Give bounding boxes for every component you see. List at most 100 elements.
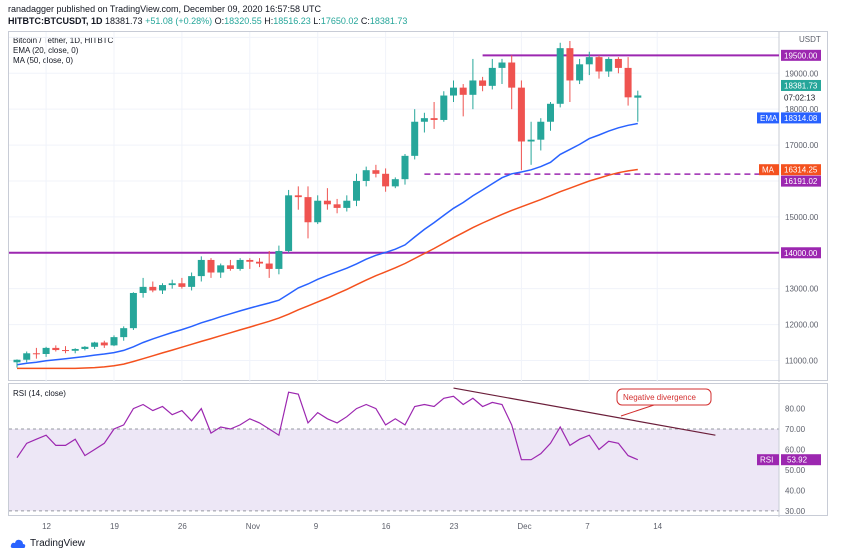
ma50-line <box>17 168 638 370</box>
date-tick-label: 9 <box>314 522 319 531</box>
tag-last-price-bg <box>781 79 821 91</box>
rsi-tick-label: 40.00 <box>785 486 806 495</box>
tradingview-brand: TradingView <box>30 538 86 549</box>
candle-body <box>52 347 60 351</box>
candle-body <box>469 80 477 95</box>
candle-body <box>595 57 603 72</box>
candle-body <box>13 359 21 363</box>
price-tick-label: 11000.00 <box>785 356 818 365</box>
tag-rsi-value: 53.92 <box>787 456 808 465</box>
divergence-callout-pointer <box>620 404 655 417</box>
candle-body <box>430 118 438 120</box>
open-value: 18320.55 <box>224 16 262 26</box>
candle-body <box>527 139 535 142</box>
candle-body <box>488 67 496 86</box>
rsi-pane[interactable]: RSI (14, close) 30.00 40.00 50.00 60.00 70.0… <box>8 383 828 531</box>
legend-rsi[interactable]: RSI (14, close) <box>13 389 66 398</box>
candle-body <box>537 121 545 140</box>
tag-ema-label: EMA <box>760 114 778 123</box>
candle-body <box>197 259 205 277</box>
candle-body <box>81 346 89 349</box>
divergence-callout-text: Negative divergence <box>623 393 696 402</box>
candle-body <box>450 87 457 96</box>
candle-body <box>256 261 263 264</box>
candle-body <box>459 87 467 95</box>
date-tick-label: 16 <box>382 522 391 531</box>
candle-body <box>624 67 632 98</box>
candle-body <box>294 195 302 198</box>
tag-16191: 16191.02 <box>784 177 818 186</box>
price-tick-label: 17000.00 <box>785 141 819 150</box>
candle-body <box>333 204 341 208</box>
tag-rsi-label-bg <box>757 454 779 466</box>
candle-body <box>605 58 613 72</box>
candle-body <box>159 285 166 291</box>
candle-body <box>246 259 254 262</box>
tag-ema-value: 18314.08 <box>784 114 818 123</box>
tag-14000-bg <box>781 247 821 259</box>
price-pane[interactable]: Bitcoin / Tether, 1D, HITBTC EMA (20, cl… <box>8 31 829 382</box>
candle-body <box>372 170 380 174</box>
candle-body <box>382 173 390 187</box>
date-tick-label: Dec <box>517 522 531 531</box>
candle-body <box>323 200 331 205</box>
date-tick-label: 23 <box>450 522 459 531</box>
candle-body <box>314 200 322 223</box>
high-label: H: <box>264 16 274 26</box>
date-tick-label: 14 <box>653 522 662 531</box>
tag-14000: 14000.00 <box>784 249 818 258</box>
tag-ma-value: 16314.25 <box>784 166 818 175</box>
candle-body <box>265 263 273 269</box>
rsi-chart[interactable]: 30.00 40.00 50.00 60.00 70.00 80.00 Negative d… <box>9 384 829 534</box>
candle-body <box>353 180 360 201</box>
rsi-tick-label: 80.00 <box>785 405 806 414</box>
close-value: 18381.73 <box>369 16 408 26</box>
candle-body <box>614 58 622 68</box>
candle-body <box>226 265 234 269</box>
open-label: O: <box>214 16 225 26</box>
candle-body <box>120 328 128 338</box>
rsi-tick-label: 50.00 <box>785 466 806 475</box>
last-price: 18381.73 <box>105 16 143 26</box>
legend-title: Bitcoin / Tether, 1D, HITBTC <box>13 36 114 45</box>
tag-rsi-value-bg <box>781 454 821 466</box>
rsi-band <box>9 429 779 511</box>
candle-body <box>411 121 419 156</box>
low-value: 17650.02 <box>320 16 359 26</box>
candle-body <box>139 286 147 293</box>
tag-ema-label-bg <box>757 112 779 124</box>
tag-last-price: 18381.73 <box>784 81 818 90</box>
candle-body <box>129 292 137 329</box>
cloud-icon <box>10 539 26 548</box>
tag-ma-value-bg <box>781 164 821 176</box>
price-tick-label: 15000.00 <box>785 213 819 222</box>
low-label: L: <box>313 16 321 26</box>
price-chart[interactable]: USDT 11000.00 12000.00 13000.00 14000.00 1500… <box>9 32 829 382</box>
tag-ma-label: MA <box>762 166 775 175</box>
publish-line: ranadagger published on TradingView.com,… <box>8 4 322 14</box>
price-currency-label: USDT <box>799 35 821 44</box>
symbol-label[interactable]: HITBTC:BTCUSDT, 1D <box>8 16 103 26</box>
candle-body <box>585 57 593 65</box>
date-tick-label: Nov <box>246 522 260 531</box>
high-value: 18516.23 <box>273 16 311 26</box>
candle-body <box>71 348 79 351</box>
tag-rsi-label: RSI <box>760 456 773 465</box>
candle-body <box>343 200 351 208</box>
tag-16191-bg <box>781 175 821 187</box>
tag-countdown-bg <box>781 91 821 103</box>
date-tick-label: 12 <box>42 522 51 531</box>
candle-body <box>634 95 642 98</box>
tradingview-logo[interactable]: TradingView <box>10 538 85 549</box>
candle-body <box>576 64 584 81</box>
price-tick-label: 19000.00 <box>785 69 819 78</box>
candle-body <box>178 283 186 287</box>
rsi-line <box>16 391 639 461</box>
candle-body <box>100 342 108 346</box>
candle-body <box>304 197 312 223</box>
candle-body <box>32 353 40 355</box>
legend-ma[interactable]: MA (50, close, 0) <box>13 56 74 65</box>
candle-body <box>508 62 516 88</box>
divergence-trendline <box>453 387 716 436</box>
candle-body <box>23 353 31 360</box>
